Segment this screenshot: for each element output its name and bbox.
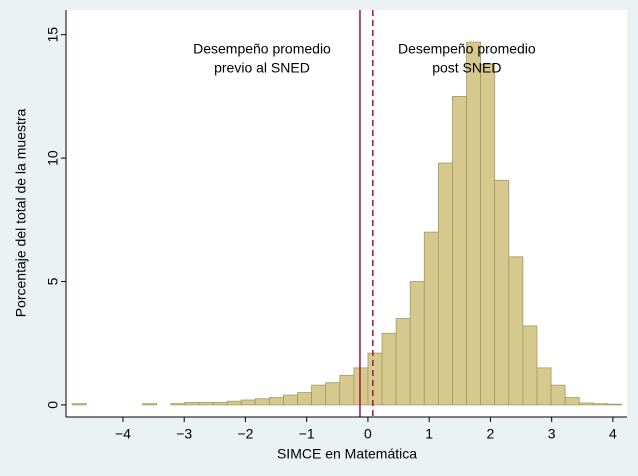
x-tick-label: 2 bbox=[487, 426, 495, 442]
bar bbox=[367, 352, 383, 406]
bar bbox=[522, 325, 538, 406]
x-tick-label: −2 bbox=[237, 426, 253, 442]
bar bbox=[268, 397, 284, 406]
bar bbox=[254, 398, 270, 406]
bar bbox=[170, 403, 186, 406]
bar bbox=[395, 318, 411, 406]
annotation: post SNED bbox=[432, 60, 501, 76]
x-tick-label: 0 bbox=[364, 426, 372, 442]
y-tick-label: 15 bbox=[45, 27, 61, 43]
bar bbox=[437, 162, 453, 406]
bar bbox=[325, 382, 341, 406]
bar bbox=[339, 374, 355, 406]
x-tick-label: −3 bbox=[176, 426, 192, 442]
bar bbox=[184, 402, 200, 406]
x-tick-label: 1 bbox=[425, 426, 433, 442]
plot-area bbox=[66, 10, 627, 417]
y-tick-label: 10 bbox=[45, 150, 61, 166]
bar bbox=[423, 231, 439, 406]
bar bbox=[283, 394, 298, 406]
bar bbox=[578, 402, 594, 406]
bar bbox=[240, 399, 256, 406]
x-axis-title: SIMCE en Matemática bbox=[277, 446, 417, 462]
bar bbox=[564, 397, 580, 406]
x-tick-label: −4 bbox=[115, 426, 131, 442]
bar bbox=[381, 332, 397, 406]
bar bbox=[494, 179, 510, 406]
annotation: previo al SNED bbox=[214, 60, 310, 76]
bar bbox=[466, 41, 482, 406]
bar bbox=[212, 402, 228, 406]
bar bbox=[297, 392, 312, 406]
bar bbox=[353, 367, 369, 406]
bar bbox=[452, 95, 467, 406]
bar bbox=[198, 402, 214, 406]
x-tick-label: −1 bbox=[299, 426, 315, 442]
bar bbox=[409, 281, 425, 406]
x-tick-label: 3 bbox=[548, 426, 556, 442]
y-tick-label: 5 bbox=[45, 277, 61, 285]
bar bbox=[480, 63, 496, 406]
x-tick-label: 4 bbox=[609, 426, 617, 442]
y-tick-label: 0 bbox=[45, 401, 61, 409]
bar bbox=[311, 384, 327, 406]
bar bbox=[592, 403, 608, 406]
bar bbox=[536, 367, 552, 406]
annotation: Desempeño promedio bbox=[398, 41, 536, 57]
bar bbox=[71, 403, 87, 406]
y-axis-title: Porcentaje del total de la muestra bbox=[13, 109, 29, 318]
bar bbox=[226, 400, 242, 406]
bar bbox=[607, 403, 622, 406]
annotation: Desempeño promedio bbox=[193, 41, 331, 57]
bar bbox=[550, 384, 566, 406]
bar bbox=[508, 256, 524, 406]
bar bbox=[142, 403, 158, 406]
